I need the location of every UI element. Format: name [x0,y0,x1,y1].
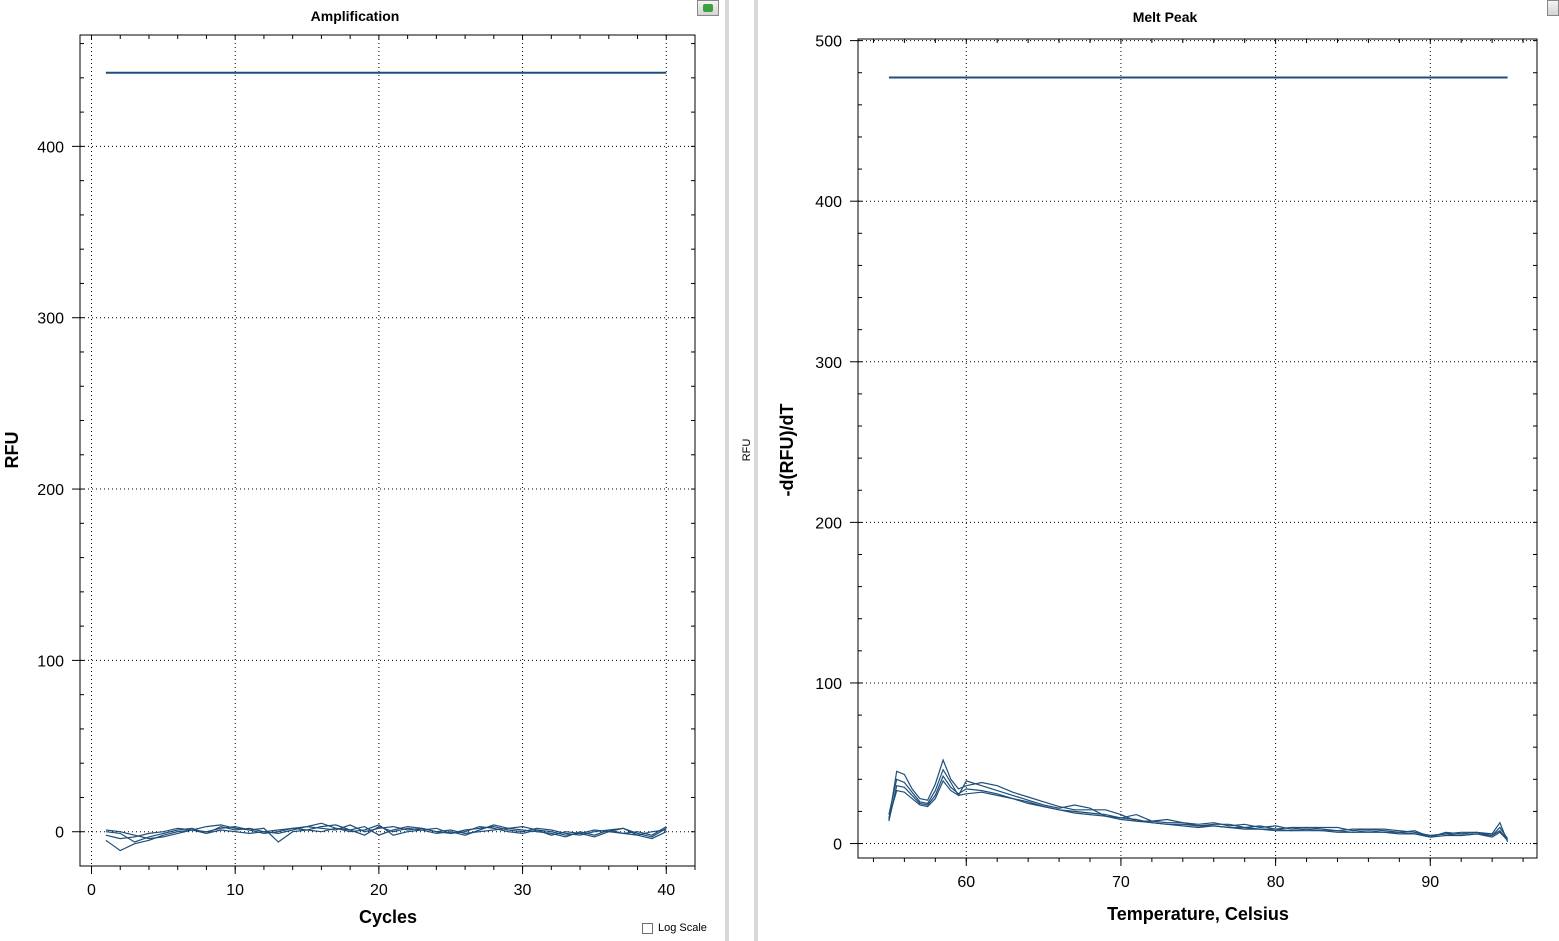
x-tick-label: 30 [514,882,532,899]
y-tick-label: 0 [833,837,842,854]
chart-title: Melt Peak [1133,9,1198,25]
series-line [105,825,667,852]
melt-peak-chart: Melt Peak -d(RFU)/dT Temperature, Celsiu… [777,9,1538,924]
x-tick-label: 0 [87,882,96,899]
y-tick-label: 400 [37,139,64,156]
y-tick-label: 200 [815,515,842,532]
x-tick-label: 10 [226,882,244,899]
chart-title: Amplification [311,8,400,24]
log-scale-label: Log Scale [658,922,707,934]
x-tick-label: 40 [657,882,675,899]
series-line [105,822,667,840]
y-tick-label: 300 [37,311,64,328]
plot-frame [79,34,696,867]
x-tick-label: 80 [1267,874,1285,891]
x-axis-label: Cycles [359,907,417,927]
y-tick-label: 500 [815,34,842,51]
series-line [888,779,1509,841]
x-tick-label: 70 [1112,874,1130,891]
y-axis-label: RFU [2,432,22,469]
log-scale-checkbox[interactable] [642,922,653,934]
plot-frame [857,38,1538,859]
y-tick-label: 300 [815,355,842,372]
log-scale-toggle[interactable]: Log Scale [642,920,707,936]
export-chart-icon[interactable] [697,0,719,16]
y-tick-label: 100 [37,653,64,670]
x-tick-label: 60 [957,874,975,891]
x-axis-label: Temperature, Celsius [1107,904,1289,924]
series-line [888,758,1509,843]
y-tick-label: 0 [55,825,64,842]
x-tick-label: 20 [370,882,388,899]
y-tick-label: 400 [815,194,842,211]
x-tick-label: 90 [1421,874,1439,891]
y-tick-label: 100 [815,676,842,693]
amplification-chart: Amplification RFU Cycles 0 10 20 30 40010020… [2,8,696,927]
panel-divider[interactable] [725,0,729,941]
panel-divider[interactable] [754,0,758,941]
y-axis-label: -d(RFU)/dT [777,404,797,497]
y-tick-label: 200 [37,482,64,499]
series-line [888,768,1509,840]
hidden-panel-label: RFU [741,439,753,462]
